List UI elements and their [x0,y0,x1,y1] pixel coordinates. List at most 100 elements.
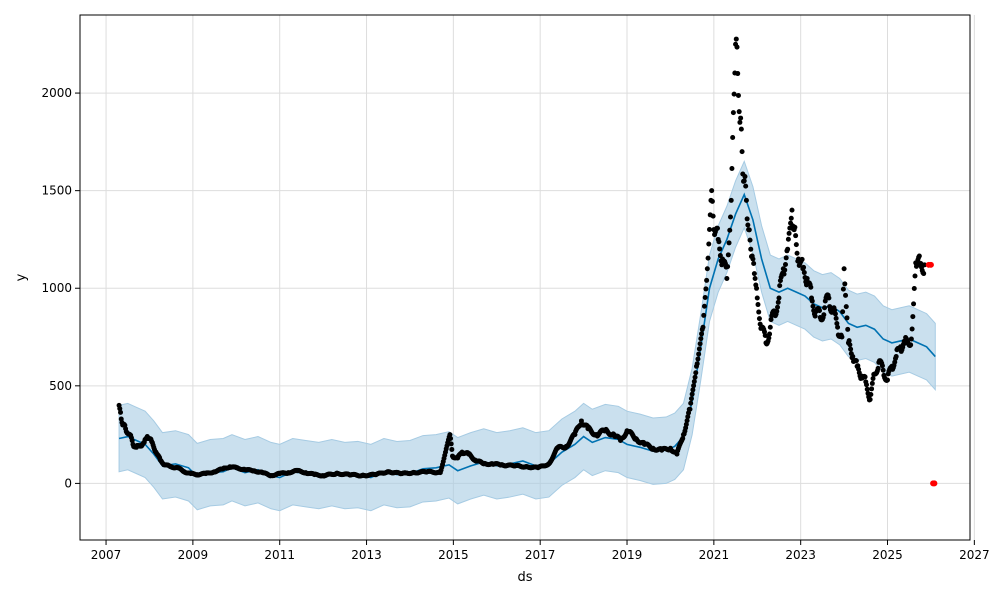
observed-point [801,270,807,276]
observed-point [725,264,731,270]
observed-point [912,273,918,279]
observed-point [118,409,124,415]
observed-point [767,331,773,337]
uncertainty-band-area [118,160,936,512]
observed-point [801,264,807,270]
observed-point [808,284,814,290]
observed-point [716,239,722,245]
x-tick-label: 2021 [699,548,730,562]
observed-point [693,370,699,376]
observed-point [792,224,798,230]
observed-point [921,271,927,277]
observed-point [826,295,832,301]
observed-point [804,275,810,281]
extra-points [925,261,938,487]
observed-point [717,246,723,252]
x-tick-label: 2011 [264,548,295,562]
observed-point [694,361,700,367]
observed-point [810,303,816,309]
observed-point [691,379,697,385]
observed-point [812,313,818,319]
observed-point [687,406,693,412]
observed-point [869,386,875,392]
observed-point [714,225,720,231]
observed-point [799,256,805,262]
observed-point [688,396,694,402]
observed-point [704,277,710,283]
observed-point [809,298,815,304]
observed-point [751,260,757,266]
observed-point [864,382,870,388]
observed-point [794,250,800,256]
observed-point [754,295,760,301]
y-tick-label: 1000 [41,281,72,295]
x-axis-label: ds [517,570,532,585]
observed-point [842,281,848,287]
observed-point [788,215,794,221]
observed-point [734,44,740,50]
observed-point [680,435,686,441]
observed-point [725,252,731,258]
observed-point [756,309,762,315]
observed-point [774,308,780,314]
observed-point [684,418,690,424]
observed-point [867,396,873,402]
observed-point [832,311,838,317]
observed-point [743,197,749,203]
x-tick-label: 2007 [91,548,122,562]
observed-point [793,242,799,248]
observed-point [685,414,691,420]
observed-point [850,354,856,360]
observed-point [762,333,768,339]
observed-point [750,256,756,262]
observed-point [692,374,698,380]
observed-point [843,292,849,298]
observed-point [709,188,715,194]
observed-point [847,342,853,348]
observed-point [695,356,701,362]
observed-point [447,432,453,438]
observed-point [752,275,758,281]
observed-point [129,438,135,444]
observed-point [766,335,772,341]
observed-point [782,262,788,268]
observed-point [816,308,822,314]
observed-point [697,341,703,347]
observed-point [885,377,891,383]
observed-point [755,302,761,308]
uncertainty-band [118,160,936,512]
observed-point [754,285,760,291]
observed-point [767,324,773,330]
x-tick-label: 2027 [959,548,990,562]
observed-point [783,255,789,261]
observed-point [745,222,751,228]
x-tick-label: 2023 [785,548,816,562]
x-tick-label: 2009 [178,548,209,562]
observed-point [775,304,781,310]
extra-point [931,480,938,487]
observed-point [448,436,454,442]
observed-point [689,391,695,397]
observed-points [116,36,927,479]
observed-point [747,237,753,243]
observed-point [727,227,733,233]
observed-point [707,226,713,232]
observed-point [739,149,745,155]
observed-point [738,126,744,132]
observed-point [746,227,752,233]
x-tick-label: 2019 [612,548,643,562]
observed-point [781,271,787,277]
observed-point [844,315,850,321]
observed-point [862,374,868,380]
observed-point [731,91,737,97]
observed-point [449,446,455,452]
observed-point [696,346,702,352]
observed-point [703,286,709,292]
observed-point [846,338,852,344]
observed-point [768,317,774,323]
observed-point [756,316,762,322]
y-tick-label: 0 [64,476,72,490]
observed-point [744,216,750,222]
observed-point [870,376,876,382]
observed-point [741,178,747,184]
